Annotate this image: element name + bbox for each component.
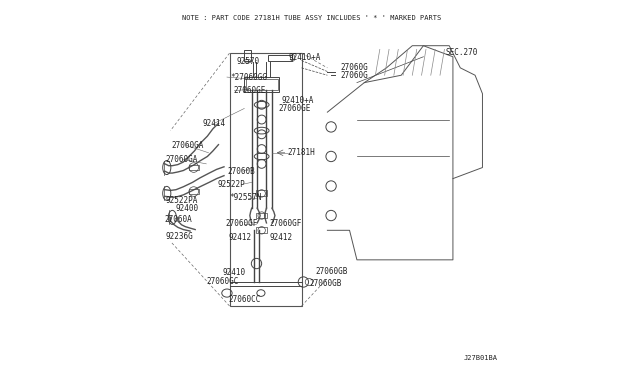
Text: 27060GE: 27060GE <box>233 86 266 95</box>
Text: J27B01BA: J27B01BA <box>463 355 498 361</box>
Bar <box>256 227 268 233</box>
Text: *92557N: *92557N <box>230 193 262 202</box>
Text: 92410+A: 92410+A <box>289 53 321 62</box>
Bar <box>189 165 198 170</box>
Text: 92412: 92412 <box>228 233 252 242</box>
Bar <box>189 189 198 194</box>
Text: 27060GA: 27060GA <box>172 141 204 150</box>
Text: 92570: 92570 <box>237 57 260 66</box>
Text: 27060G: 27060G <box>340 62 368 72</box>
Text: 27060GB: 27060GB <box>316 267 348 276</box>
Text: 27181H: 27181H <box>287 148 316 157</box>
Text: 27060GF: 27060GF <box>226 219 258 228</box>
Text: SEC.270: SEC.270 <box>445 48 478 57</box>
Bar <box>256 212 268 218</box>
Text: 92410+A: 92410+A <box>281 96 314 105</box>
Text: 92414: 92414 <box>203 119 226 128</box>
Text: NOTE : PART CODE 27181H TUBE ASSY INCLUDES ' * ' MARKED PARTS: NOTE : PART CODE 27181H TUBE ASSY INCLUD… <box>182 15 442 20</box>
Text: 92400: 92400 <box>175 204 198 214</box>
Bar <box>256 190 268 196</box>
Bar <box>244 77 280 92</box>
Text: 92410: 92410 <box>222 268 245 277</box>
Bar <box>268 55 292 61</box>
Text: 27060GC: 27060GC <box>206 277 239 286</box>
Text: 27060A: 27060A <box>164 215 192 224</box>
Bar <box>246 79 278 90</box>
Text: 92522P: 92522P <box>218 180 245 189</box>
Text: 27060G: 27060G <box>340 71 368 80</box>
Text: 27060GF: 27060GF <box>269 219 301 228</box>
Text: 27060B: 27060B <box>227 167 255 176</box>
Bar <box>230 53 301 306</box>
Text: *27060GG: *27060GG <box>230 73 268 81</box>
Text: 27060GB: 27060GB <box>310 279 342 288</box>
Text: 92412: 92412 <box>269 233 292 242</box>
Text: 27060CC: 27060CC <box>228 295 261 304</box>
Text: 92522PA: 92522PA <box>166 196 198 205</box>
Text: 27060GE: 27060GE <box>278 104 311 113</box>
Bar <box>244 50 251 61</box>
Text: 27060GA: 27060GA <box>166 155 198 164</box>
Text: 92236G: 92236G <box>166 232 193 241</box>
